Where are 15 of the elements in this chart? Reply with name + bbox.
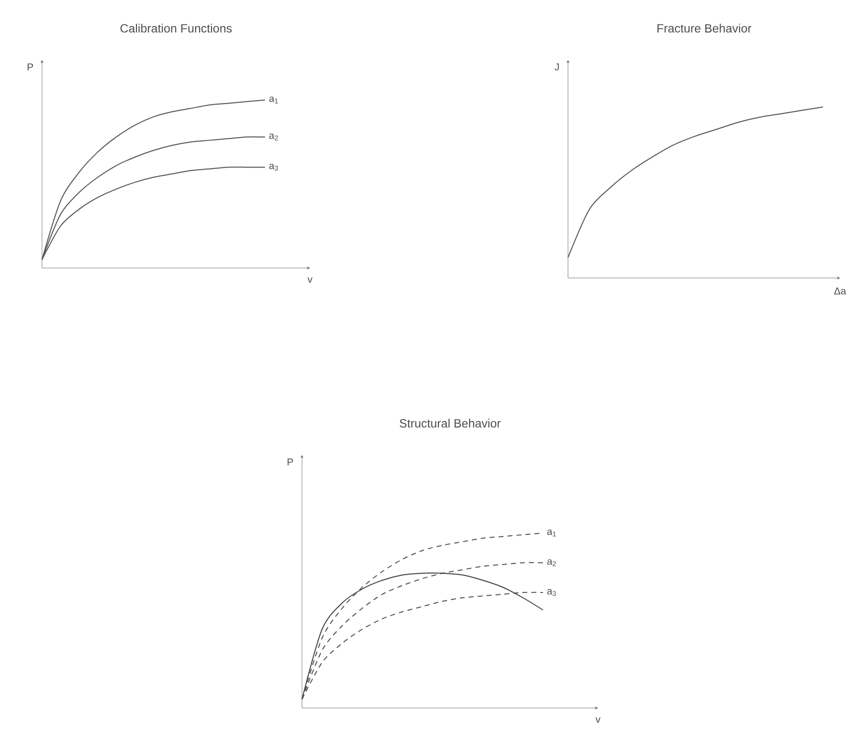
x-axis-title: v bbox=[596, 717, 600, 723]
series-label: a$_{2}$ bbox=[547, 559, 556, 566]
series-label: a$_{2}$ bbox=[269, 134, 278, 140]
series-label: a$_{1}$ bbox=[547, 530, 556, 536]
series-label: a$_{3}$ bbox=[269, 164, 278, 171]
chart-title: Fracture Behavior bbox=[657, 24, 752, 33]
y-axis-title: P bbox=[288, 458, 293, 466]
series-label: a$_{1}$ bbox=[269, 96, 278, 104]
y-axis-title: P bbox=[28, 64, 33, 70]
y-axis-title: J bbox=[554, 64, 559, 70]
series-label: a$_{3}$ bbox=[547, 589, 556, 596]
x-axis-title: v bbox=[308, 277, 312, 283]
chart-title: Structural Behavior bbox=[400, 418, 501, 428]
chart-title: Calibration Functions bbox=[120, 24, 232, 33]
x-axis-title: Δa bbox=[834, 287, 846, 294]
